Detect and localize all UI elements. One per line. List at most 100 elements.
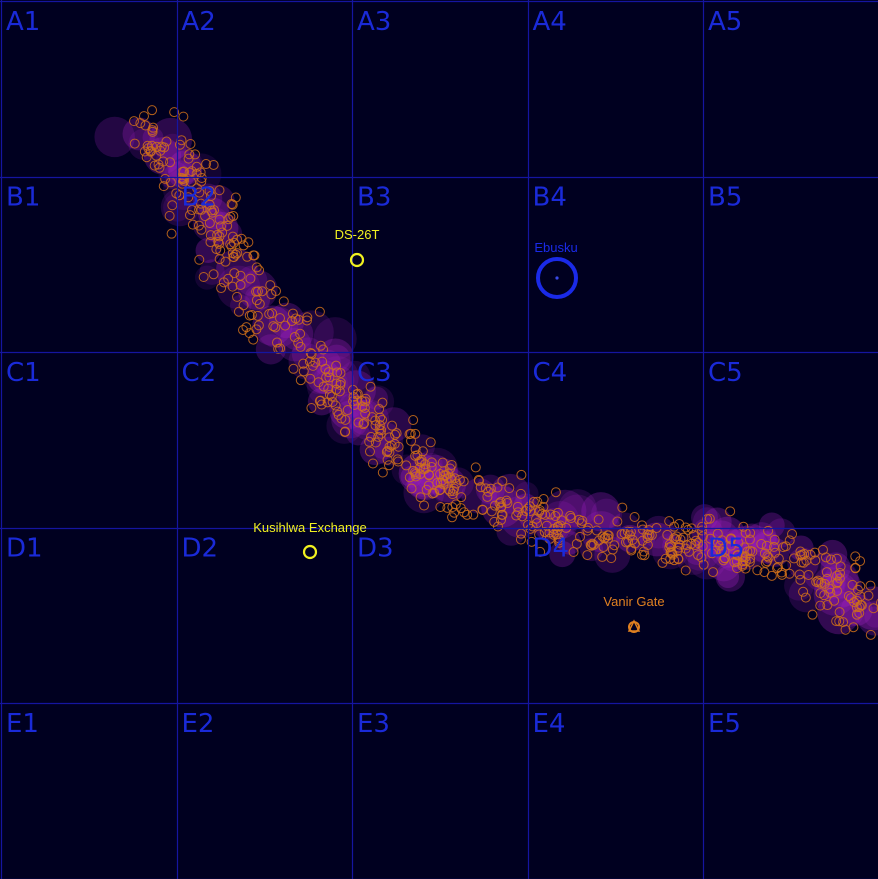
asteroid-cloud xyxy=(199,259,225,285)
cell-label-C1: C1 xyxy=(6,358,41,388)
cell-label-B4: B4 xyxy=(533,183,567,213)
asteroid xyxy=(447,502,458,513)
asteroid xyxy=(435,501,446,512)
asteroid xyxy=(526,536,537,547)
asteroid xyxy=(232,291,243,302)
asteroid xyxy=(404,472,415,483)
asteroid xyxy=(516,528,527,539)
poi-ebusku[interactable]: Ebusku xyxy=(534,240,578,299)
asteroid xyxy=(243,237,254,248)
asteroid xyxy=(577,515,588,526)
asteroid xyxy=(637,549,648,560)
asteroid xyxy=(664,516,675,527)
asteroid xyxy=(367,412,378,423)
asteroid xyxy=(384,441,395,452)
asteroid xyxy=(832,570,843,581)
asteroid xyxy=(531,513,542,524)
asteroid xyxy=(393,456,404,467)
poi-ds26t-label: DS-26T xyxy=(335,227,380,242)
asteroid-cloud xyxy=(691,517,724,550)
asteroid xyxy=(208,159,219,170)
asteroid xyxy=(489,516,500,527)
asteroid xyxy=(773,553,784,564)
asteroid-cloud xyxy=(160,188,199,227)
asteroid xyxy=(268,321,279,332)
asteroid xyxy=(204,185,215,196)
poi-vanir-gate[interactable]: Vanir Gate xyxy=(603,594,665,633)
asteroid xyxy=(865,580,876,591)
asteroid xyxy=(377,414,388,425)
asteroid xyxy=(370,420,381,431)
asteroid xyxy=(186,166,197,177)
asteroid xyxy=(482,491,493,502)
asteroid xyxy=(815,588,826,599)
asteroid xyxy=(208,269,219,280)
asteroid-cloud xyxy=(229,294,252,317)
station-icon[interactable] xyxy=(349,252,365,268)
asteroid xyxy=(305,373,316,384)
asteroid-cloud xyxy=(514,481,539,507)
asteroid xyxy=(391,428,402,439)
asteroid xyxy=(229,268,240,279)
gate-icon[interactable] xyxy=(627,619,641,633)
asteroid xyxy=(454,474,465,485)
asteroid xyxy=(606,553,617,564)
asteroid xyxy=(876,604,878,612)
asteroid xyxy=(340,414,351,425)
cell-label-B2: B2 xyxy=(182,183,216,213)
asteroid xyxy=(321,372,332,383)
poi-ds26t[interactable]: DS-26T xyxy=(335,227,380,268)
asteroid xyxy=(206,205,217,216)
asteroid xyxy=(673,554,684,565)
asteroid xyxy=(683,546,694,557)
asteroid-cloud xyxy=(313,317,357,361)
asteroid xyxy=(795,550,806,561)
asteroid xyxy=(693,550,704,561)
asteroid xyxy=(201,159,212,170)
asteroid xyxy=(373,431,384,442)
asteroid xyxy=(745,553,756,564)
asteroid-cloud xyxy=(280,317,314,351)
asteroid xyxy=(184,149,195,160)
asteroid xyxy=(290,313,301,324)
asteroid xyxy=(470,462,481,473)
asteroid xyxy=(171,188,182,199)
asteroid xyxy=(419,500,430,511)
asteroid xyxy=(228,251,239,262)
asteroid xyxy=(384,447,395,458)
asteroid xyxy=(139,146,150,157)
asteroid xyxy=(854,602,865,613)
asteroid xyxy=(174,139,185,150)
asteroid xyxy=(410,469,421,480)
asteroid xyxy=(270,322,281,333)
asteroid xyxy=(159,142,170,153)
asteroid xyxy=(435,484,446,495)
asteroid xyxy=(831,616,842,627)
asteroid xyxy=(184,210,195,221)
asteroid-cloud xyxy=(269,302,305,339)
planet-icon[interactable] xyxy=(536,257,578,299)
asteroid xyxy=(140,120,151,131)
asteroid xyxy=(769,534,780,545)
asteroid xyxy=(855,591,866,602)
asteroid xyxy=(366,431,377,442)
asteroid xyxy=(365,381,376,392)
asteroid xyxy=(795,574,806,585)
station-icon[interactable] xyxy=(302,544,318,560)
asteroid xyxy=(323,383,334,394)
asteroid xyxy=(662,529,673,540)
asteroid-cloud xyxy=(339,360,371,392)
asteroid xyxy=(183,192,194,203)
asteroid xyxy=(275,313,286,324)
asteroid xyxy=(165,157,176,168)
asteroid xyxy=(236,233,247,244)
asteroid xyxy=(314,306,325,317)
asteroid xyxy=(495,514,506,525)
asteroid xyxy=(425,437,436,448)
poi-kusihlwa-exchange[interactable]: Kusihlwa Exchange xyxy=(253,520,367,560)
asteroid xyxy=(384,460,395,471)
asteroid-cloud xyxy=(594,536,631,573)
